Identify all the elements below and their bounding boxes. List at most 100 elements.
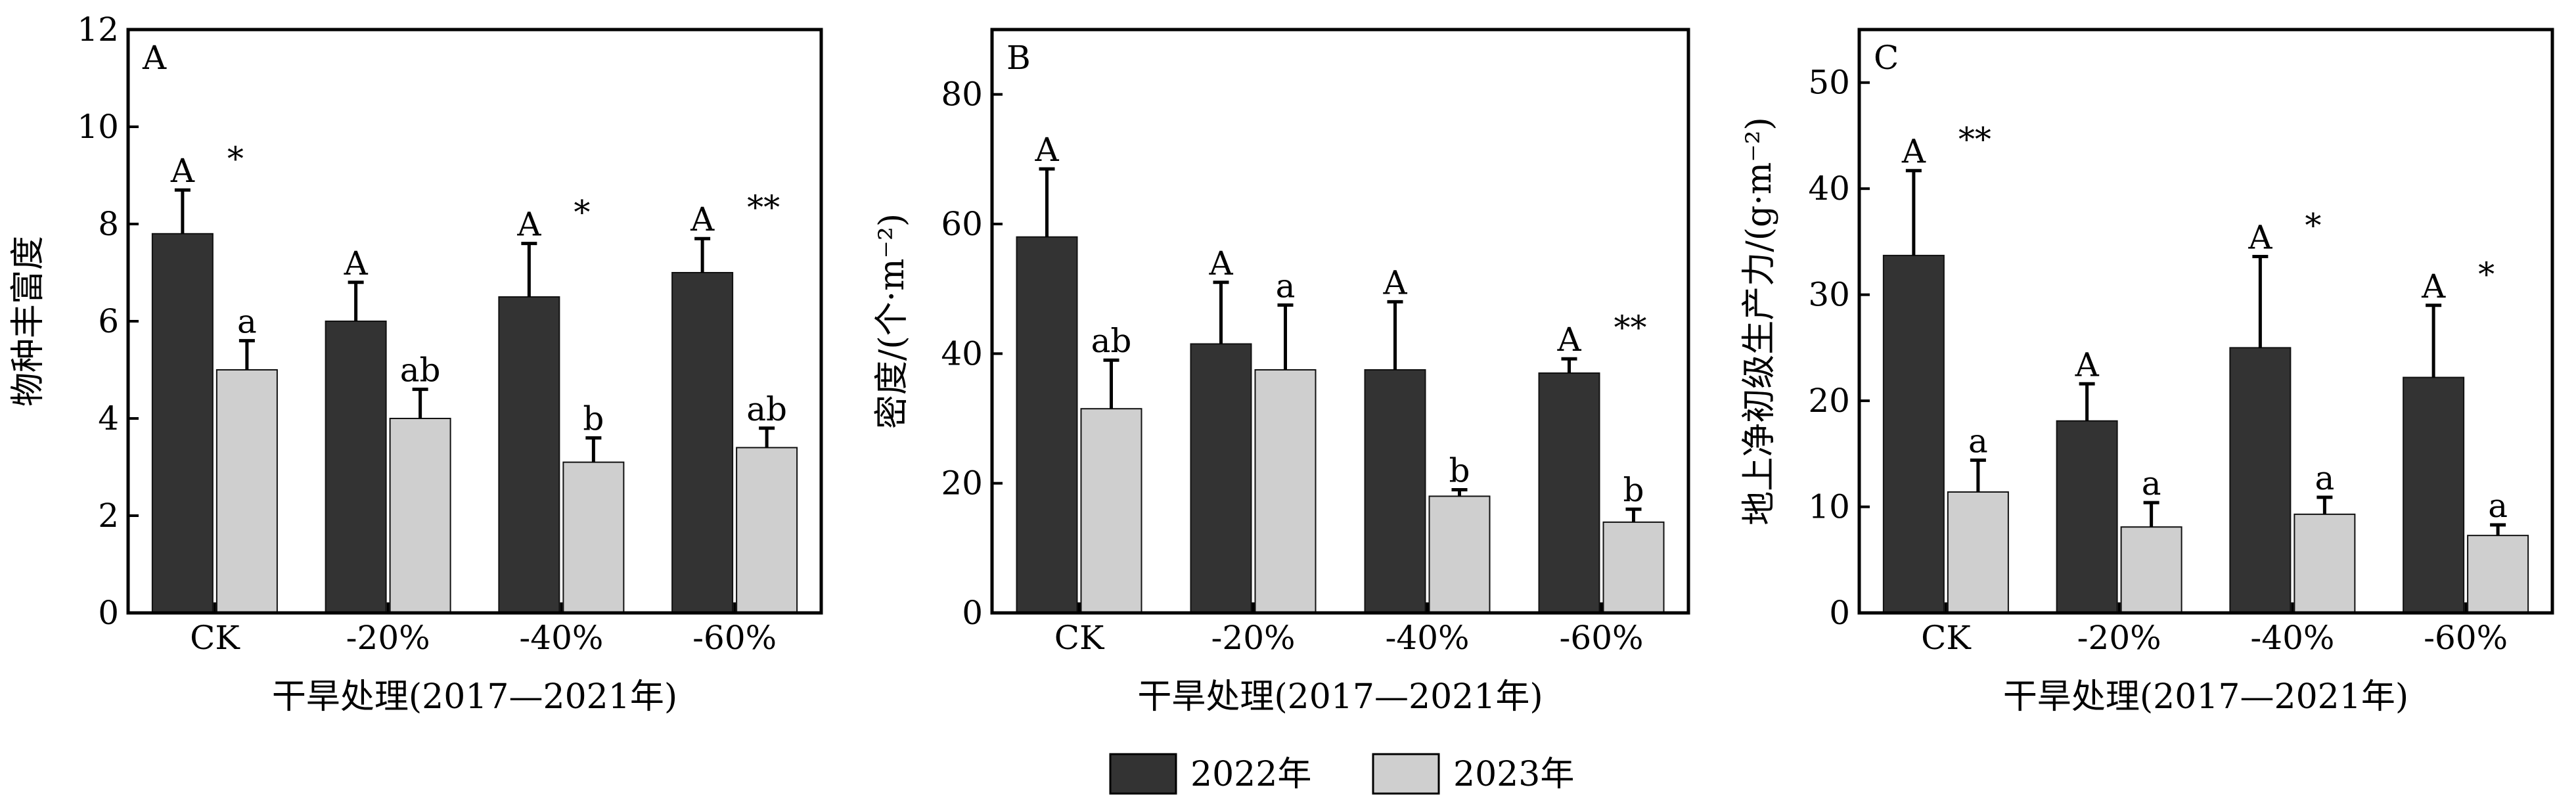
y-axis-title-B: 密度/(个·m⁻²) — [872, 213, 912, 429]
panel-letter-B: B — [1006, 39, 1031, 77]
panel-letter-C: C — [1874, 39, 1899, 77]
x-tick-label--60%: -60% — [2424, 619, 2508, 657]
y-tick-label-60: 60 — [941, 205, 983, 243]
bar-2022--60% — [671, 272, 734, 614]
significance-letter-2022--20%: A — [2075, 346, 2100, 384]
significance-letter-2022--60%: A — [690, 200, 715, 238]
bar-2022--60% — [1538, 372, 1600, 614]
x-axis-title-A: 干旱处理(2017—2021年) — [272, 677, 677, 717]
x-tick-label-CK: CK — [1054, 619, 1105, 657]
bar-2023--60% — [736, 447, 798, 614]
x-tick-label--40%: -40% — [2250, 619, 2334, 657]
bar-2022--60% — [2403, 376, 2465, 614]
y-tick-label-50: 50 — [1808, 64, 1850, 102]
chart-panel-C: Aa ** CK Aa -20% Aa * -40% Aa * -60% 0 10 20 30 40 50 C 干旱… — [1740, 28, 2554, 717]
significance-letter-2023-CK: ab — [1091, 322, 1132, 360]
x-tick-label--60%: -60% — [1559, 619, 1643, 657]
x-tick-label--40%: -40% — [519, 619, 603, 657]
x-axis-title-C: 干旱处理(2017—2021年) — [2003, 677, 2408, 717]
bar-2022-CK — [1882, 254, 1945, 614]
bar-2023-CK — [215, 369, 278, 614]
year-significance--60%: * — [2478, 256, 2495, 294]
x-tick-label-CK: CK — [1921, 619, 1972, 657]
x-tick-label--20%: -20% — [1211, 619, 1295, 657]
y-tick-label-0: 0 — [98, 594, 119, 632]
significance-letter-2023--40%: a — [2315, 459, 2334, 497]
bar-2022-CK — [151, 233, 214, 614]
plot-frame-C — [1857, 28, 2554, 615]
y-tick-label-80: 80 — [941, 76, 983, 114]
significance-letter-2023-CK: a — [237, 303, 257, 341]
significance-letter-2022-CK: A — [170, 152, 195, 190]
x-tick-label--40%: -40% — [1385, 619, 1469, 657]
y-tick-label-0: 0 — [1829, 594, 1850, 632]
significance-letter-2022--40%: A — [516, 206, 541, 244]
significance-letter-2023--40%: b — [583, 400, 604, 438]
significance-letter-2023--20%: a — [2142, 464, 2161, 503]
y-tick-label-40: 40 — [941, 334, 983, 372]
y-tick-label-8: 8 — [98, 205, 119, 243]
significance-letter-2023--60%: a — [2488, 487, 2508, 525]
x-tick-label--20%: -20% — [346, 619, 430, 657]
bar-2023--20% — [389, 418, 451, 614]
y-tick-label-12: 12 — [77, 11, 119, 49]
significance-letter-2022-CK: A — [1901, 133, 1926, 171]
legend: 2022年 2023年 — [1109, 753, 1574, 795]
bar-2022--40% — [2229, 347, 2292, 614]
y-axis-title-C: 地上净初级生产力/(g·m⁻²) — [1740, 117, 1779, 526]
significance-letter-2023--60%: ab — [746, 390, 787, 428]
year-significance-CK: * — [227, 140, 244, 178]
significance-letter-2023--40%: b — [1449, 452, 1470, 490]
significance-letter-2022--40%: A — [1382, 263, 1407, 302]
x-axis-title-B: 干旱处理(2017—2021年) — [1137, 677, 1543, 717]
significance-letter-2022--60%: A — [2421, 267, 2446, 305]
legend-swatch-2022 — [1109, 753, 1177, 795]
y-tick-label-2: 2 — [98, 497, 119, 535]
y-tick-label-10: 10 — [1808, 488, 1850, 526]
y-tick-label-10: 10 — [77, 108, 119, 146]
bar-2022--40% — [1364, 369, 1426, 614]
bar-2022--20% — [1190, 343, 1252, 614]
significance-letter-2023--20%: a — [1276, 267, 1296, 305]
bar-2022--40% — [498, 296, 560, 614]
bar-2023-CK — [1080, 408, 1142, 614]
significance-letter-2022--60%: A — [1556, 321, 1581, 359]
x-tick-label-CK: CK — [190, 619, 240, 657]
significance-letter-2023-CK: a — [1968, 422, 1988, 460]
bar-2022-CK — [1016, 236, 1078, 614]
year-significance--60%: ** — [747, 189, 780, 227]
chart-panels: Aa*CKAab-20%Ab*-40%Aab**-60%024681012A干旱… — [9, 11, 2554, 717]
bar-2023--60% — [2467, 535, 2529, 614]
y-tick-label-20: 20 — [941, 464, 983, 503]
chart-panel-B: Aab CK Aa -20% Ab -40% Ab ** -60% 0 20 40 60 80 B 干旱处理(… — [872, 28, 1690, 717]
bar-2023-CK — [1947, 491, 2009, 614]
panel-letter-A: A — [142, 39, 167, 77]
legend-label-2022: 2022年 — [1190, 755, 1311, 794]
y-tick-label-30: 30 — [1808, 276, 1850, 314]
year-significance--40%: * — [2305, 207, 2321, 245]
year-significance-CK: ** — [1958, 121, 1991, 159]
bar-2023--40% — [2294, 513, 2356, 614]
significance-letter-2022--20%: A — [344, 244, 369, 282]
x-tick-label--60%: -60% — [692, 619, 777, 657]
year-significance--60%: ** — [1614, 309, 1647, 347]
bar-2023--20% — [2120, 526, 2182, 614]
y-axis-title-A: 物种丰富度 — [9, 236, 48, 407]
significance-letter-2022--20%: A — [1208, 244, 1233, 282]
x-tick-label--20%: -20% — [2077, 619, 2161, 657]
year-significance--40%: * — [574, 194, 590, 232]
y-tick-label-6: 6 — [98, 302, 119, 340]
y-tick-label-20: 20 — [1808, 382, 1850, 420]
y-tick-label-0: 0 — [962, 594, 983, 632]
bar-2022--20% — [2056, 420, 2118, 614]
bar-2023--40% — [562, 461, 625, 614]
y-tick-label-40: 40 — [1808, 169, 1850, 208]
legend-swatch-2023 — [1372, 753, 1440, 795]
bar-2023--60% — [1602, 521, 1665, 614]
plot-frame-B — [990, 28, 1690, 615]
legend-label-2023: 2023年 — [1453, 755, 1574, 794]
bar-2023--20% — [1254, 369, 1317, 614]
significance-letter-2023--60%: b — [1623, 471, 1644, 509]
y-tick-label-4: 4 — [98, 399, 119, 438]
